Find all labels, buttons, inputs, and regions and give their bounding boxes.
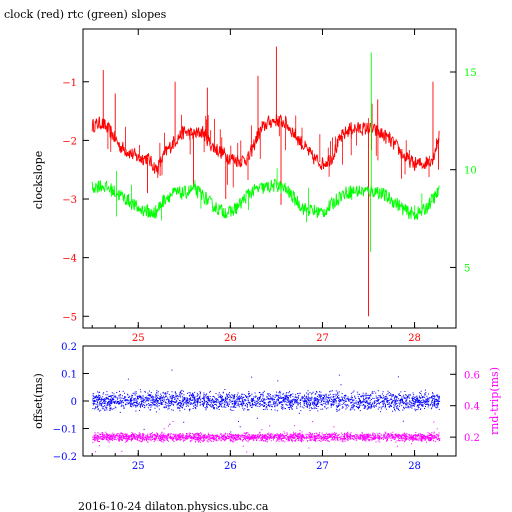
top-y-tick-label: −4 [62, 254, 77, 265]
bottom-x-tick-label: 26 [224, 461, 237, 472]
bottom-y-axis-label: offset(ms) [32, 373, 45, 429]
top-y-tick-label: −1 [62, 78, 77, 89]
top-y-tick-label: −3 [62, 195, 77, 206]
rtc-series-line [91, 179, 440, 220]
top-x-tick-label: 27 [316, 333, 329, 344]
bottom-y2-tick-label: 0.6 [464, 370, 480, 381]
offset-scatter-points [92, 369, 441, 433]
top-plot-area: 25 26 27 28 −1 −2 −3 −4 −5 5 10 15 [62, 29, 477, 344]
clock-series-line [91, 113, 440, 176]
top-y2-tick-label: 5 [464, 263, 470, 274]
bottom-y-tick-label: −0.1 [53, 425, 77, 436]
top-x-tick-label: 25 [132, 333, 145, 344]
bottom-y-tick-label: 0.2 [61, 342, 77, 353]
top-y-tick-label: −5 [62, 312, 77, 323]
bottom-y2-tick-label: 0.2 [464, 433, 480, 444]
bottom-y-tick-label: −0.2 [53, 452, 77, 463]
top-y2-tick-label: 10 [464, 166, 477, 177]
bottom-y2-tick-label: 0.4 [464, 402, 480, 413]
top-y-tick-label: −2 [62, 136, 77, 147]
top-plot-frame [82, 28, 457, 329]
top-y-axis-label: clockslope [32, 151, 45, 209]
top-x-tick-label: 26 [224, 333, 237, 344]
bottom-y-tick-label: 0.1 [61, 370, 77, 381]
bottom-plot-area: 25 26 27 28 0.2 0.1 0 −0.1 −0.2 0.6 0.4 0.2 [53, 342, 480, 472]
bottom-y2-axis-label: rnd-trip(ms) [488, 367, 501, 435]
chart-title: clock (red) rtc (green) slopes [4, 8, 167, 21]
footer-host-date: 2016-10-24 dilaton.physics.ubc.ca [78, 500, 269, 512]
top-x-tick-label: 28 [408, 333, 421, 344]
top-y2-tick-label: 15 [464, 68, 477, 79]
bottom-x-tick-label: 25 [132, 461, 145, 472]
rnd-trip-scatter-points [92, 421, 441, 453]
bottom-x-tick-label: 27 [316, 461, 329, 472]
bottom-x-tick-label: 28 [408, 461, 421, 472]
bottom-y-tick-label: 0 [71, 397, 77, 408]
